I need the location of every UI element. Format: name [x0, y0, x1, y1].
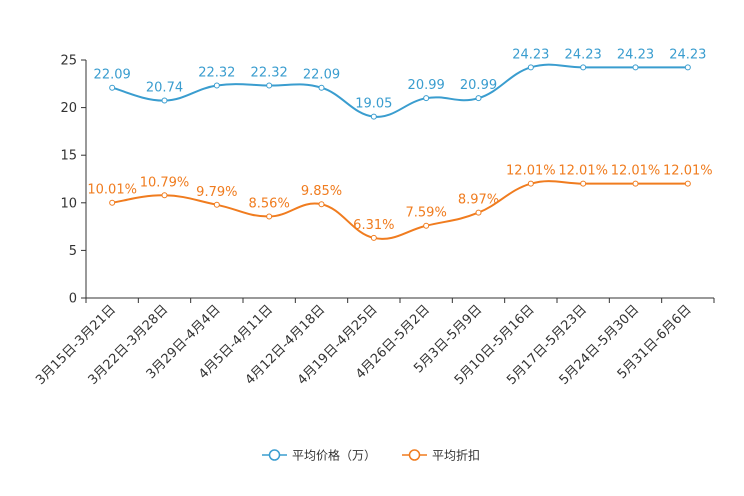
data-point[interactable] — [266, 213, 273, 220]
data-point[interactable] — [527, 180, 534, 187]
data-point[interactable] — [632, 64, 639, 71]
legend-marker-icon — [268, 449, 281, 461]
data-point[interactable] — [213, 82, 220, 89]
data-label: 12.01% — [506, 164, 556, 179]
data-point[interactable] — [423, 222, 430, 229]
data-label: 22.32 — [251, 66, 288, 81]
data-point[interactable] — [318, 84, 325, 91]
data-point[interactable] — [213, 201, 220, 208]
data-label: 9.79% — [196, 185, 237, 200]
series-line — [112, 180, 688, 240]
data-point[interactable] — [684, 64, 691, 71]
legend-label: 平均价格（万） — [292, 448, 376, 463]
data-label: 12.01% — [611, 164, 661, 179]
data-label: 22.09 — [94, 68, 131, 83]
data-label: 22.32 — [198, 66, 235, 81]
data-label: 6.31% — [353, 218, 394, 233]
data-point[interactable] — [370, 234, 377, 241]
y-tick-label: 10 — [60, 196, 77, 211]
data-label: 20.99 — [408, 78, 445, 93]
data-label: 10.79% — [140, 175, 190, 190]
data-point[interactable] — [318, 201, 325, 208]
data-point[interactable] — [266, 82, 273, 89]
data-point[interactable] — [109, 199, 116, 206]
data-label: 24.23 — [617, 47, 654, 62]
data-label: 9.85% — [301, 184, 342, 199]
y-tick-label: 15 — [60, 149, 77, 164]
y-tick-label: 0 — [69, 292, 77, 307]
data-label: 20.99 — [460, 78, 497, 93]
y-tick-label: 25 — [60, 54, 77, 69]
data-label: 24.23 — [565, 47, 602, 62]
data-point[interactable] — [423, 95, 430, 102]
data-point[interactable] — [527, 64, 534, 71]
data-point[interactable] — [370, 113, 377, 120]
data-label: 24.23 — [669, 47, 706, 62]
legend-item-1[interactable]: 平均价格（万） — [262, 448, 376, 463]
data-point[interactable] — [684, 180, 691, 187]
data-point[interactable] — [580, 180, 587, 187]
legend-item-2[interactable]: 平均折扣 — [402, 448, 480, 463]
data-label: 8.97% — [458, 193, 499, 208]
x-axis-labels: 3月15日-3月21日3月22日-3月28日3月29日-4月4日4月5日-4月1… — [33, 298, 715, 388]
y-axis-ticks: 0 5 10 15 20 25 — [60, 54, 86, 307]
data-label: 10.01% — [87, 183, 137, 198]
series: 22.09 20.74 22.32 22.32 22.09 19.05 20.99 20.99… — [87, 47, 713, 241]
data-label: 20.74 — [146, 81, 183, 96]
y-tick-label: 5 — [69, 244, 77, 259]
series-1: 22.09 20.74 22.32 22.32 22.09 19.05 20.99 20.99… — [94, 47, 706, 120]
data-point[interactable] — [475, 95, 482, 102]
data-label: 8.56% — [249, 197, 290, 212]
data-label: 19.05 — [355, 97, 392, 112]
legend-marker-icon — [408, 449, 421, 461]
data-point[interactable] — [161, 192, 168, 199]
series-2: 10.01% 10.79% 9.79% 8.56% 9.85% 6.31% 7.59% 8.9… — [87, 164, 713, 241]
data-label: 12.01% — [558, 164, 608, 179]
data-point[interactable] — [632, 180, 639, 187]
data-label: 22.09 — [303, 68, 340, 83]
data-label: 12.01% — [663, 164, 713, 179]
data-point[interactable] — [109, 84, 116, 91]
data-point[interactable] — [475, 209, 482, 216]
data-point[interactable] — [580, 64, 587, 71]
data-label: 7.59% — [406, 206, 447, 221]
data-label: 24.23 — [512, 47, 549, 62]
legend-label: 平均折扣 — [432, 448, 480, 463]
legend[interactable]: 平均价格（万） 平均折扣 — [262, 448, 480, 463]
y-tick-label: 20 — [60, 101, 77, 116]
data-point[interactable] — [161, 97, 168, 104]
